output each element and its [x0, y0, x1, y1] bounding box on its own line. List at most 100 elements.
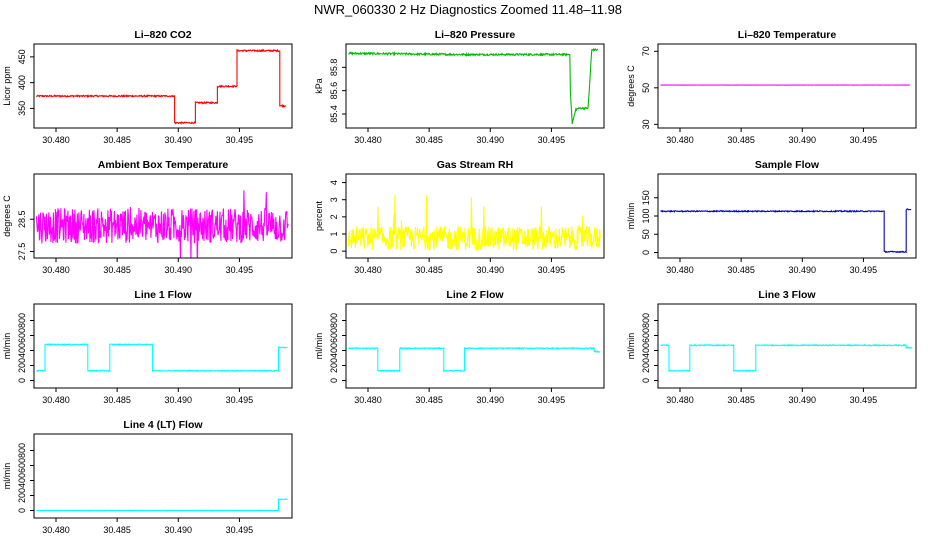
y-tick-label: 4 [329, 180, 339, 185]
y-tick-label: 400 [17, 473, 27, 488]
x-tick-label: 30.495 [538, 395, 566, 405]
series-line-line4-0 [36, 498, 288, 512]
x-tick-label: 30.490 [477, 395, 505, 405]
x-tick-label: 30.480 [42, 395, 70, 405]
panel-line2: Line 2 Flow ml/min 30.480 30.485 30.490 30.49… [314, 289, 605, 405]
x-tick-label: 30.480 [666, 135, 694, 145]
y-tick-label: 600 [641, 328, 651, 343]
y-tick-label: 200 [17, 488, 27, 503]
panel-line1: Line 1 Flow ml/min 30.480 30.485 30.490 30.49… [2, 289, 293, 405]
panel-title: Ambient Box Temperature [98, 159, 229, 171]
panel-title: Li–820 Temperature [738, 29, 837, 41]
plot-frame [345, 173, 605, 259]
panel-line4: Line 4 (LT) Flow ml/min 30.480 30.485 30.490… [2, 419, 293, 535]
panel-title: Line 2 Flow [446, 289, 504, 301]
panel-title: Line 1 Flow [134, 289, 192, 301]
panel-title: Line 4 (LT) Flow [123, 419, 203, 431]
x-tick-label: 30.495 [226, 135, 254, 145]
x-tick-label: 30.485 [103, 135, 131, 145]
x-tick-label: 30.490 [789, 395, 817, 405]
series-line-pressure-0 [348, 47, 599, 124]
y-tick-label: 800 [17, 443, 27, 458]
panel-title: Gas Stream RH [437, 159, 513, 171]
y-tick-label: 2 [329, 214, 339, 219]
x-tick-label: 30.490 [165, 395, 193, 405]
x-tick-label: 30.490 [165, 135, 193, 145]
y-tick-label: 0 [329, 249, 339, 254]
panel-title: Sample Flow [755, 159, 820, 171]
series-line-sample_flow-0 [660, 208, 912, 254]
y-tick-label: 100 [641, 208, 651, 223]
x-tick-label: 30.485 [727, 395, 755, 405]
y-tick-label: 0 [329, 378, 339, 383]
x-tick-label: 30.485 [103, 265, 131, 275]
y-tick-label: 400 [641, 343, 651, 358]
panel-sample_flow: Sample Flow ml/min 30.480 30.485 30.490 30.49… [626, 159, 917, 275]
panel-title: Li–820 CO2 [134, 29, 191, 41]
panel-temperature: Li–820 Temperature degrees C 30.480 30.485 3… [626, 29, 917, 145]
x-tick-label: 30.490 [477, 265, 505, 275]
y-tick-label: 350 [17, 101, 27, 116]
y-axis-label: kPa [314, 78, 324, 94]
y-axis-label: degrees C [626, 65, 636, 107]
x-tick-label: 30.485 [727, 135, 755, 145]
panel-ambient: Ambient Box Temperature degrees C 30.480 30… [2, 159, 293, 275]
y-tick-label: 150 [641, 190, 651, 205]
y-tick-label: 800 [329, 313, 339, 328]
y-tick-label: 200 [329, 358, 339, 373]
panel-title: Line 3 Flow [758, 289, 816, 301]
series-line-line2-0 [348, 346, 601, 373]
y-tick-label: 28.5 [17, 210, 27, 228]
y-axis-label: ml/min [626, 333, 636, 360]
x-tick-label: 30.495 [850, 135, 878, 145]
y-axis-label: ml/min [314, 333, 324, 360]
x-tick-label: 30.490 [789, 135, 817, 145]
x-tick-label: 30.495 [850, 265, 878, 275]
y-tick-label: 3 [329, 197, 339, 202]
x-tick-label: 30.480 [354, 265, 382, 275]
y-tick-label: 600 [17, 328, 27, 343]
x-tick-label: 30.490 [789, 265, 817, 275]
y-tick-label: 85.4 [329, 105, 339, 123]
plot-frame [33, 433, 293, 519]
y-tick-label: 800 [17, 313, 27, 328]
panels-container: Li–820 CO2 Licor ppm 30.480 30.485 30.490 30.… [2, 29, 917, 535]
y-axis-label: ml/min [626, 203, 636, 230]
y-tick-label: 0 [641, 250, 651, 255]
plot-frame [345, 303, 605, 389]
y-tick-label: 85.6 [329, 82, 339, 100]
x-tick-label: 30.480 [666, 265, 694, 275]
y-tick-label: 50 [641, 229, 651, 239]
y-axis-label: ml/min [2, 333, 12, 360]
x-tick-label: 30.495 [226, 525, 254, 535]
series-line-co2-0 [35, 48, 287, 125]
x-tick-label: 30.495 [538, 265, 566, 275]
x-tick-label: 30.485 [415, 395, 443, 405]
y-tick-label: 0 [17, 508, 27, 513]
x-tick-label: 30.485 [103, 525, 131, 535]
x-tick-label: 30.480 [42, 525, 70, 535]
y-axis-label: Licor ppm [2, 66, 12, 106]
y-tick-label: 1 [329, 231, 339, 236]
figure-title: NWR_060330 2 Hz Diagnostics Zoomed 11.48… [314, 2, 622, 17]
series-line-rh-0 [347, 194, 601, 252]
y-axis-label: ml/min [2, 463, 12, 490]
x-tick-label: 30.480 [354, 395, 382, 405]
y-tick-label: 70 [641, 46, 651, 56]
y-tick-label: 800 [641, 313, 651, 328]
y-tick-label: 27.5 [17, 243, 27, 261]
y-tick-label: 30 [641, 119, 651, 129]
y-tick-label: 400 [17, 343, 27, 358]
panel-co2: Li–820 CO2 Licor ppm 30.480 30.485 30.490 30.… [2, 29, 293, 145]
panel-line3: Line 3 Flow ml/min 30.480 30.485 30.490 30.49… [626, 289, 917, 405]
y-tick-label: 0 [17, 378, 27, 383]
plot-frame [33, 173, 293, 259]
x-tick-label: 30.495 [226, 395, 254, 405]
x-tick-label: 30.490 [477, 135, 505, 145]
x-tick-label: 30.495 [850, 395, 878, 405]
plot-frame [33, 43, 293, 129]
x-tick-label: 30.490 [165, 265, 193, 275]
x-tick-label: 30.480 [354, 135, 382, 145]
